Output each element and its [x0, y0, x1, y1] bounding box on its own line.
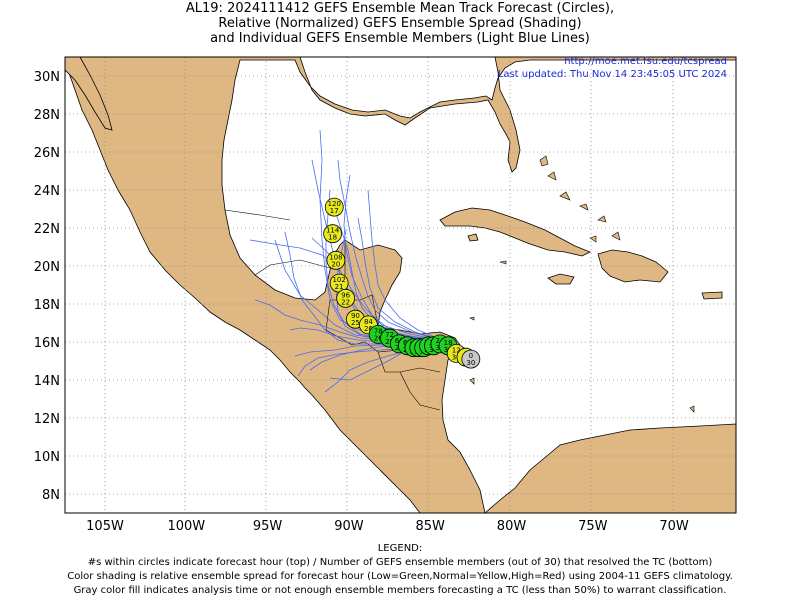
lat-label: 28N — [34, 108, 60, 123]
forecast-hour: 72 — [385, 331, 394, 339]
legend-line-1: #s within circles indicate forecast hour… — [87, 557, 713, 568]
member-count: 26 — [364, 325, 373, 333]
source-url[interactable]: http://moe.met.fsu.edu/tcspread — [564, 56, 727, 67]
legend-line-2: Color shading is relative ensemble sprea… — [67, 571, 733, 582]
lon-label: 70W — [659, 519, 689, 534]
forecast-hour: 78 — [374, 327, 383, 335]
track-circle — [336, 288, 356, 308]
lat-label: 24N — [34, 184, 60, 199]
lon-label: 95W — [253, 519, 283, 534]
member-track — [337, 159, 471, 351]
lon-label: 90W — [334, 519, 364, 534]
graticule — [65, 57, 736, 513]
member-count: 17 — [330, 207, 339, 215]
member-count: 30 — [466, 359, 475, 367]
forecast-hour: 12 — [452, 346, 461, 354]
member-count: 28 — [385, 338, 394, 346]
forecast-hour: 120 — [328, 200, 341, 208]
last-updated: Last updated: Thu Nov 14 23:45:05 UTC 20… — [498, 69, 727, 80]
map-frame — [64, 56, 737, 514]
lon-label: 100W — [167, 519, 205, 534]
title-line-1: AL19: 2024111412 GEFS Ensemble Mean Trac… — [185, 1, 615, 16]
lat-label: 16N — [34, 336, 60, 351]
legend-line-3: Gray color fill indicates analysis time … — [73, 585, 727, 596]
member-count: 18 — [328, 234, 337, 242]
track-circle — [326, 250, 346, 270]
longitude-labels: 105W 100W 95W 90W 85W 80W 75W 70W — [86, 519, 689, 534]
lon-label: 75W — [578, 519, 608, 534]
title-line-3: and Individual GEFS Ensemble Members (Li… — [210, 31, 590, 46]
lat-label: 12N — [34, 412, 60, 427]
member-count: 26 — [374, 334, 383, 342]
title-line-2: Relative (Normalized) GEFS Ensemble Spre… — [218, 16, 582, 31]
forecast-hour: 114 — [326, 227, 340, 235]
forecast-hour: 108 — [329, 253, 342, 261]
latitude-labels: 30N 28N 26N 24N 22N 20N 18N 16N 14N 12N 10N 8N — [34, 70, 60, 503]
lat-label: 14N — [34, 374, 60, 389]
lon-label: 85W — [415, 519, 445, 534]
lat-label: 10N — [34, 450, 60, 465]
member-count: 20 — [331, 260, 340, 268]
forecast-hour: 102 — [332, 276, 345, 284]
lat-label: 20N — [34, 260, 60, 275]
member-count: 30 — [452, 353, 461, 361]
lon-label: 80W — [497, 519, 527, 534]
lat-label: 22N — [34, 222, 60, 237]
member-count: 21 — [335, 283, 344, 291]
member-count: 25 — [351, 319, 360, 327]
member-track — [367, 189, 471, 351]
track-circle — [324, 197, 344, 217]
lon-label: 105W — [86, 519, 124, 534]
forecast-hour: 0 — [469, 352, 473, 360]
legend-heading: LEGEND: — [377, 543, 423, 554]
forecast-hour: 90 — [351, 312, 360, 320]
lat-label: 8N — [42, 488, 60, 503]
track-point: 030 — [461, 349, 481, 369]
track-circle — [323, 224, 343, 244]
forecast-hour: 84 — [364, 318, 373, 326]
lat-label: 30N — [34, 70, 60, 85]
member-count: 22 — [341, 298, 350, 306]
lat-label: 18N — [34, 298, 60, 313]
member-track — [249, 239, 471, 351]
forecast-hour: 18 — [444, 339, 453, 347]
lat-label: 26N — [34, 146, 60, 161]
track-circle — [461, 349, 481, 369]
forecast-hour: 96 — [341, 291, 350, 299]
